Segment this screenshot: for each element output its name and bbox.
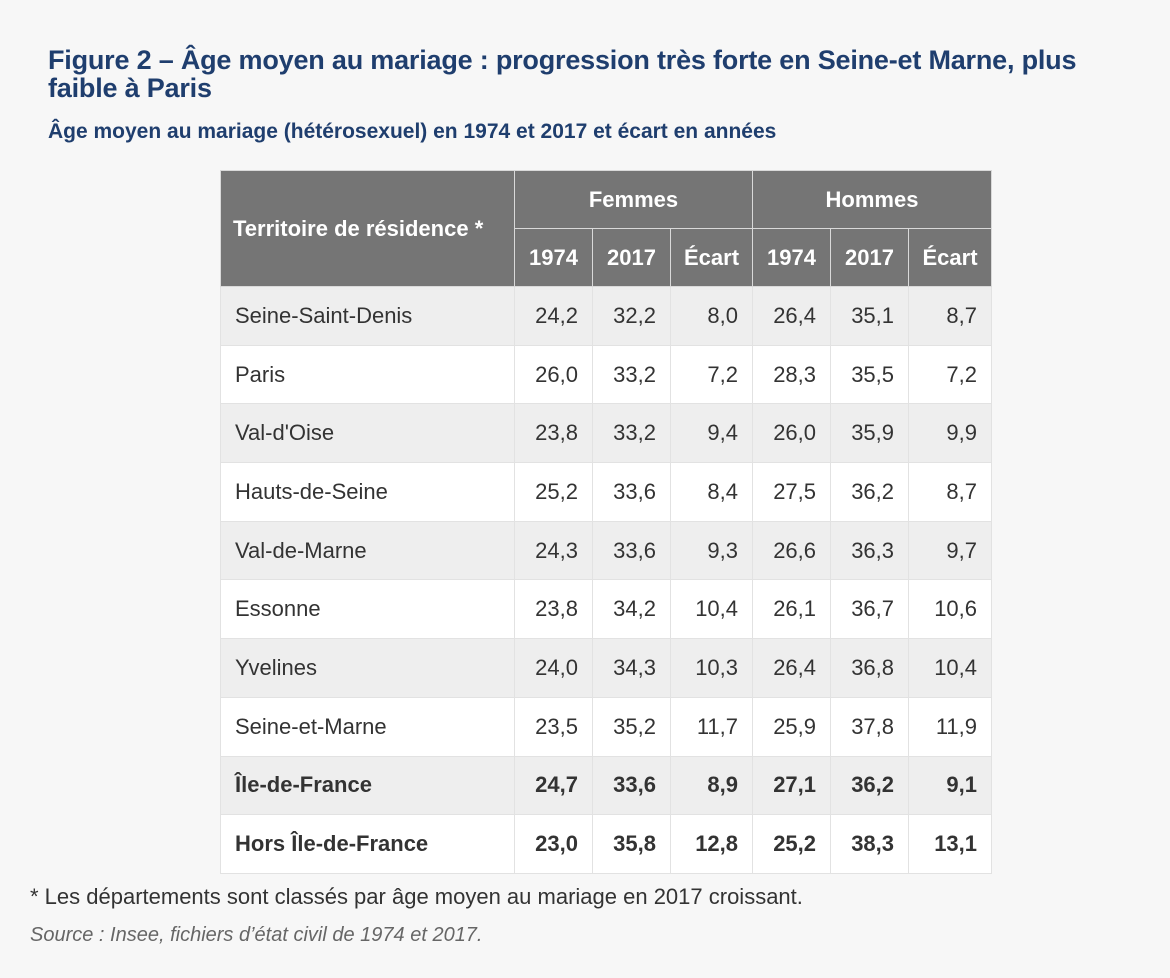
men-gap-cell: 7,2 bbox=[908, 344, 993, 405]
women-gap-cell: 9,4 bbox=[669, 403, 754, 464]
men-2017-cell: 35,9 bbox=[830, 403, 910, 464]
women-2017-cell: 34,3 bbox=[592, 638, 671, 698]
men-2017-cell: 36,7 bbox=[830, 579, 910, 640]
territory-column-header: Territoire de résidence * bbox=[220, 170, 515, 287]
women-gap-cell: 10,4 bbox=[669, 579, 754, 640]
men-1974-cell: 26,0 bbox=[752, 403, 832, 464]
women-2017-cell: 33,6 bbox=[592, 462, 671, 522]
men-2017-cell: 35,1 bbox=[830, 286, 910, 346]
men-gap-cell: 10,6 bbox=[908, 579, 993, 640]
women-gap-cell: 7,2 bbox=[669, 344, 754, 405]
men-2017-cell: 37,8 bbox=[830, 696, 910, 757]
territory-cell: Val-d'Oise bbox=[220, 403, 515, 464]
women-2017-cell: 33,2 bbox=[592, 403, 671, 464]
women-2017-cell: 35,8 bbox=[592, 814, 671, 874]
men-2017-cell: 36,3 bbox=[830, 520, 910, 581]
territory-cell: Île-de-France bbox=[220, 755, 515, 816]
women-group-header: Femmes bbox=[513, 170, 754, 229]
table-body: Seine-Saint-Denis 24,2 32,2 8,0 26,4 35,1 8,7 P… bbox=[220, 286, 993, 874]
men-1974-cell: 27,5 bbox=[752, 462, 832, 522]
source-note: Source : Insee, fichiers d’état civil de… bbox=[30, 924, 483, 946]
women-gap-header: Écart bbox=[669, 228, 754, 287]
women-1974-cell: 23,0 bbox=[514, 814, 593, 874]
table-row: Seine-Saint-Denis 24,2 32,2 8,0 26,4 35,1 8,7 bbox=[220, 286, 993, 346]
table-row: Val-de-Marne 24,3 33,6 9,3 26,6 36,3 9,7 bbox=[220, 520, 993, 581]
territory-cell: Paris bbox=[220, 344, 515, 405]
women-1974-cell: 23,5 bbox=[514, 696, 593, 757]
men-gap-header: Écart bbox=[908, 228, 993, 287]
women-1974-cell: 24,3 bbox=[514, 520, 593, 581]
territory-cell: Seine-et-Marne bbox=[220, 696, 515, 757]
women-1974-cell: 26,0 bbox=[514, 344, 593, 405]
men-1974-cell: 27,1 bbox=[752, 755, 832, 816]
women-gap-cell: 8,9 bbox=[669, 755, 754, 816]
men-1974-cell: 28,3 bbox=[752, 344, 832, 405]
men-gap-cell: 8,7 bbox=[908, 462, 993, 522]
women-1974-cell: 24,2 bbox=[514, 286, 593, 346]
women-1974-cell: 24,0 bbox=[514, 638, 593, 698]
men-gap-cell: 9,9 bbox=[908, 403, 993, 464]
table-row: Hors Île-de-France 23,0 35,8 12,8 25,2 38,3 13… bbox=[220, 814, 993, 874]
territory-cell: Yvelines bbox=[220, 638, 515, 698]
men-1974-cell: 26,1 bbox=[752, 579, 832, 640]
table-header: Territoire de résidence * Femmes Hommes … bbox=[220, 170, 993, 287]
men-1974-cell: 26,6 bbox=[752, 520, 832, 581]
table-row: Hauts-de-Seine 25,2 33,6 8,4 27,5 36,2 8,7 bbox=[220, 462, 993, 522]
table-row: Paris 26,0 33,2 7,2 28,3 35,5 7,2 bbox=[220, 344, 993, 405]
women-gap-cell: 11,7 bbox=[669, 696, 754, 757]
women-gap-cell: 8,0 bbox=[669, 286, 754, 346]
men-gap-cell: 9,1 bbox=[908, 755, 993, 816]
men-gap-cell: 10,4 bbox=[908, 638, 993, 698]
men-gap-cell: 11,9 bbox=[908, 696, 993, 757]
men-2017-cell: 36,8 bbox=[830, 638, 910, 698]
men-gap-cell: 8,7 bbox=[908, 286, 993, 346]
women-2017-cell: 34,2 bbox=[592, 579, 671, 640]
men-group-header: Hommes bbox=[752, 170, 993, 229]
table-row: Yvelines 24,0 34,3 10,3 26,4 36,8 10,4 bbox=[220, 638, 993, 698]
footnote: * Les départements sont classés par âge … bbox=[30, 884, 803, 909]
men-2017-cell: 36,2 bbox=[830, 755, 910, 816]
men-1974-cell: 25,2 bbox=[752, 814, 832, 874]
table-row: Val-d'Oise 23,8 33,2 9,4 26,0 35,9 9,9 bbox=[220, 403, 993, 464]
women-gap-cell: 10,3 bbox=[669, 638, 754, 698]
men-2017-cell: 38,3 bbox=[830, 814, 910, 874]
men-2017-cell: 35,5 bbox=[830, 344, 910, 405]
women-2017-cell: 32,2 bbox=[592, 286, 671, 346]
women-1974-cell: 23,8 bbox=[514, 403, 593, 464]
territory-cell: Val-de-Marne bbox=[220, 520, 515, 581]
table-row: Seine-et-Marne 23,5 35,2 11,7 25,9 37,8 11,9 bbox=[220, 696, 993, 757]
women-1974-cell: 25,2 bbox=[514, 462, 593, 522]
women-1974-header: 1974 bbox=[514, 228, 593, 287]
men-gap-cell: 13,1 bbox=[908, 814, 993, 874]
men-1974-cell: 25,9 bbox=[752, 696, 832, 757]
women-gap-cell: 9,3 bbox=[669, 520, 754, 581]
men-1974-cell: 26,4 bbox=[752, 286, 832, 346]
territory-cell: Hauts-de-Seine bbox=[220, 462, 515, 522]
territory-cell: Hors Île-de-France bbox=[220, 814, 515, 874]
figure-title: Figure 2 – Âge moyen au mariage : progre… bbox=[48, 45, 1077, 103]
territory-cell: Essonne bbox=[220, 579, 515, 640]
figure-subtitle: Âge moyen au mariage (hétérosexuel) en 1… bbox=[48, 120, 777, 143]
men-1974-cell: 26,4 bbox=[752, 638, 832, 698]
women-2017-cell: 33,2 bbox=[592, 344, 671, 405]
women-gap-cell: 8,4 bbox=[669, 462, 754, 522]
men-2017-header: 2017 bbox=[830, 228, 910, 287]
marriage-age-table: Territoire de résidence * Femmes Hommes … bbox=[220, 170, 993, 874]
table-row: Île-de-France 24,7 33,6 8,9 27,1 36,2 9,1 bbox=[220, 755, 993, 816]
women-2017-header: 2017 bbox=[592, 228, 671, 287]
men-2017-cell: 36,2 bbox=[830, 462, 910, 522]
women-2017-cell: 35,2 bbox=[592, 696, 671, 757]
women-1974-cell: 24,7 bbox=[514, 755, 593, 816]
women-2017-cell: 33,6 bbox=[592, 755, 671, 816]
women-2017-cell: 33,6 bbox=[592, 520, 671, 581]
territory-cell: Seine-Saint-Denis bbox=[220, 286, 515, 346]
table-row: Essonne 23,8 34,2 10,4 26,1 36,7 10,6 bbox=[220, 579, 993, 640]
men-1974-header: 1974 bbox=[752, 228, 832, 287]
men-gap-cell: 9,7 bbox=[908, 520, 993, 581]
women-gap-cell: 12,8 bbox=[669, 814, 754, 874]
women-1974-cell: 23,8 bbox=[514, 579, 593, 640]
